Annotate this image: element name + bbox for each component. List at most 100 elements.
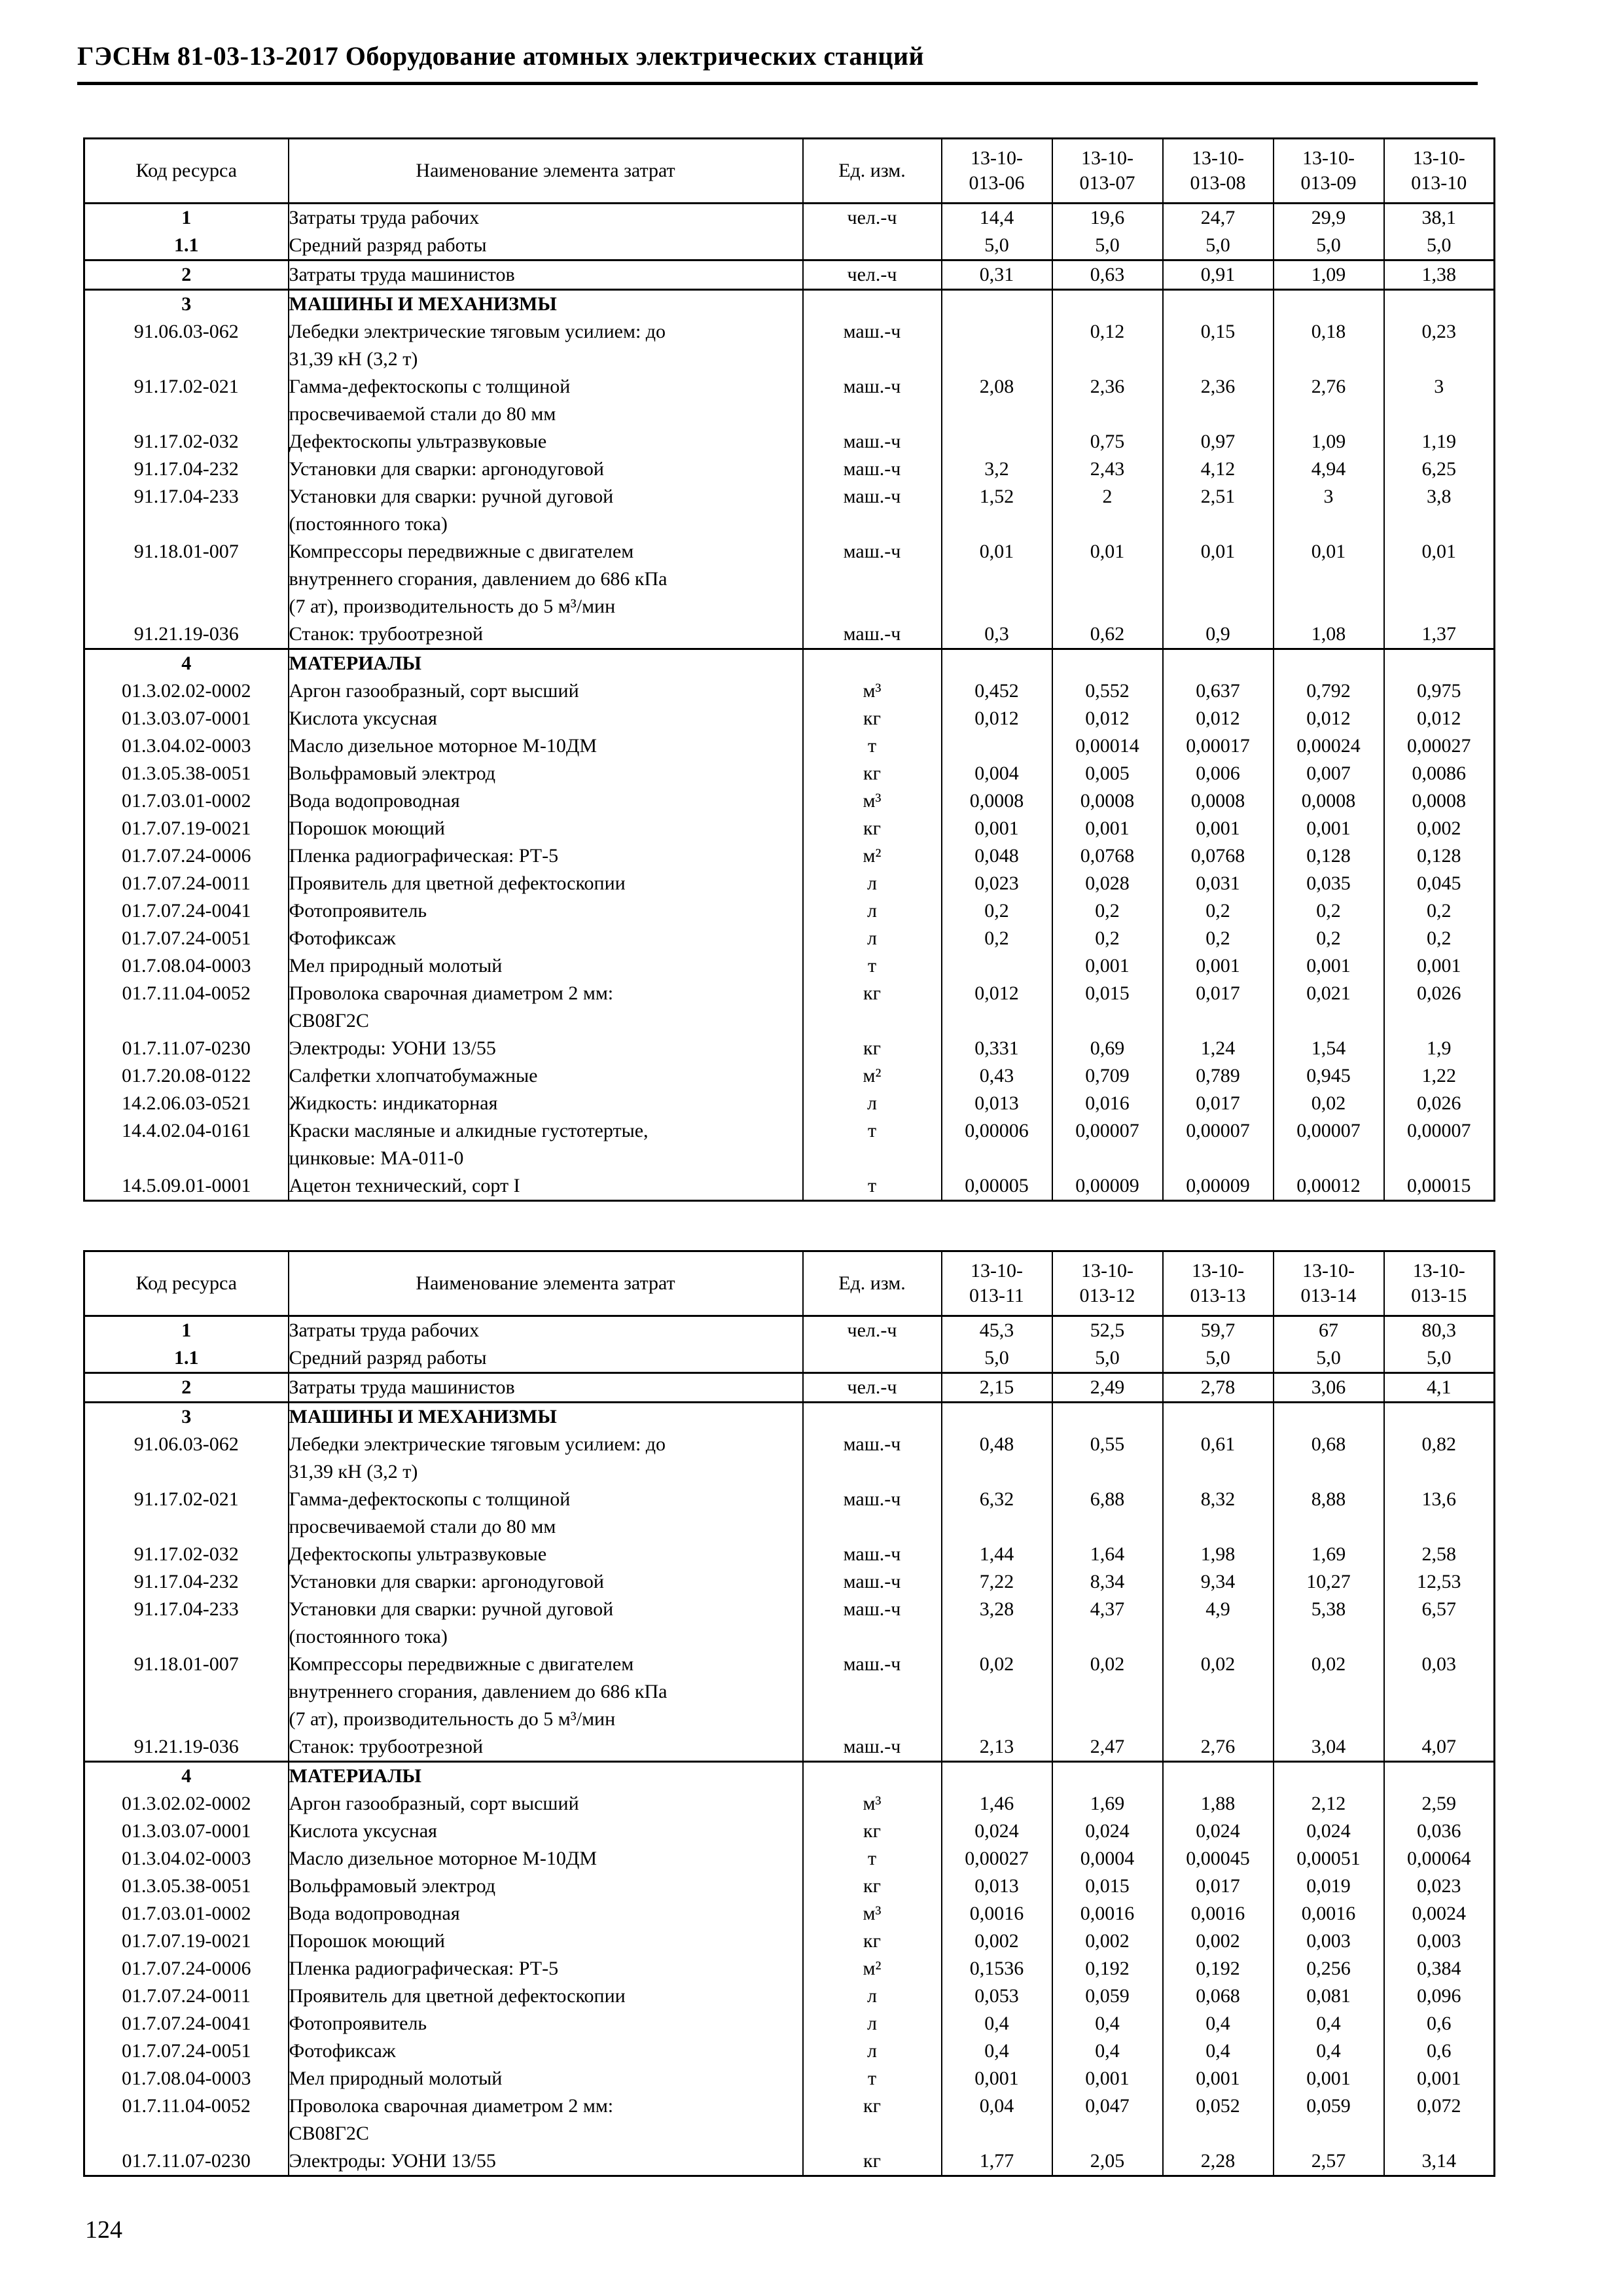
value-cell: 0,02 — [1162, 1651, 1274, 1733]
table-row: 01.7.03.01-0002 Вода водопроводная м³ 0,000… — [83, 787, 1495, 815]
value-cell: 1,9 — [1383, 1035, 1495, 1062]
table-row: 01.7.07.24-0011 Проявитель для цветной де… — [83, 870, 1495, 897]
cost-element-name-cell: Жидкость: индикаторная — [287, 1090, 803, 1117]
cost-element-name-cell: Вода водопроводная — [287, 1900, 803, 1928]
value-cell: 0,001 — [1162, 952, 1274, 980]
value-cell: 2,08 — [940, 373, 1052, 428]
cost-table-2: Код ресурса Наименование элемента затрат Е… — [83, 1250, 1495, 2177]
table-row: 01.7.11.04-0052 Проволока сварочная диаме… — [83, 980, 1495, 1035]
value-cell: 0,002 — [1383, 815, 1495, 842]
value-cell: 0,036 — [1383, 1818, 1495, 1845]
value-cell: 5,0 — [1383, 1344, 1495, 1373]
value-cell: 0,023 — [1383, 1873, 1495, 1900]
value-cell — [940, 1761, 1052, 1790]
table-row: 1 Затраты труда рабочих чел.-ч 14,4 19,6 24,7… — [83, 203, 1495, 232]
value-cell: 0,00007 — [1051, 1117, 1163, 1172]
value-cell: 0,024 — [1272, 1818, 1384, 1845]
cost-element-name-cell: Дефектоскопы ультразвуковые — [287, 1541, 803, 1568]
unit-cell: маш.-ч — [802, 1651, 942, 1733]
value-cell: 2,59 — [1383, 1790, 1495, 1818]
value-cell — [1162, 289, 1274, 318]
cost-element-name-cell: Вольфрамовый электрод — [287, 1873, 803, 1900]
unit-cell: маш.-ч — [802, 483, 942, 538]
value-cell: 0,97 — [1162, 428, 1274, 456]
value-cell: 0,02 — [1272, 1651, 1384, 1733]
table-row: 01.7.07.19-0021 Порошок моющий кг 0,002 0,00… — [83, 1928, 1495, 1955]
table-row: 1.1 Средний разряд работы 5,0 5,0 5,0 5,0 5,0 — [83, 1344, 1495, 1373]
value-cell: 5,0 — [940, 232, 1052, 260]
table-row: 3 МАШИНЫ И МЕХАНИЗМЫ — [83, 289, 1495, 318]
value-cell: 0,081 — [1272, 1982, 1384, 2010]
table-row: 91.17.02-021 Гамма-дефектоскопы с толщино… — [83, 1486, 1495, 1541]
value-cell: 1,24 — [1162, 1035, 1274, 1062]
value-cell — [940, 732, 1052, 760]
table-row: 01.7.07.24-0006 Пленка радиографическая: … — [83, 1955, 1495, 1982]
cost-element-name-cell: Проволока сварочная диаметром 2 мм: СВ08… — [287, 2092, 803, 2147]
unit-cell: кг — [802, 1818, 942, 1845]
value-cell: 0,016 — [1051, 1090, 1163, 1117]
value-cell: 0,452 — [940, 677, 1052, 705]
value-cell: 0,6 — [1383, 2010, 1495, 2037]
value-cell: 2,78 — [1162, 1372, 1274, 1403]
table-header: Код ресурса Наименование элемента затрат Е… — [83, 138, 1495, 204]
value-cell: 0,2 — [1051, 925, 1163, 952]
value-cell — [1051, 1401, 1163, 1431]
value-cell: 0,002 — [1051, 1928, 1163, 1955]
resource-code-cell: 01.3.04.02-0003 — [83, 1845, 289, 1873]
value-cell: 0,00006 — [940, 1117, 1052, 1172]
table-row: 91.18.01-007 Компрессоры передвижные с дв… — [83, 1651, 1495, 1733]
value-cell: 0,001 — [940, 2065, 1052, 2092]
value-cell: 6,25 — [1383, 456, 1495, 483]
resource-code-cell: 2 — [83, 1372, 289, 1403]
resource-code-cell: 14.4.02.04-0161 — [83, 1117, 289, 1172]
value-cell — [1383, 289, 1495, 318]
unit-cell: маш.-ч — [802, 1486, 942, 1541]
value-cell: 8,32 — [1162, 1486, 1274, 1541]
value-cell: 0,0016 — [1272, 1900, 1384, 1928]
column-header-norm-code: 13-10- 013-10 — [1383, 138, 1495, 204]
resource-code-cell: 01.7.07.19-0021 — [83, 1928, 289, 1955]
value-cell: 1,52 — [940, 483, 1052, 538]
cost-element-name-cell: Проявитель для цветной дефектоскопии — [287, 870, 803, 897]
value-cell — [1272, 1401, 1384, 1431]
resource-code-cell: 91.17.02-021 — [83, 373, 289, 428]
cost-element-name-cell: Мел природный молотый — [287, 952, 803, 980]
unit-cell: кг — [802, 815, 942, 842]
value-cell: 2,49 — [1051, 1372, 1163, 1403]
value-cell: 1,37 — [1383, 620, 1495, 649]
unit-cell: м³ — [802, 1790, 942, 1818]
value-cell — [940, 318, 1052, 373]
resource-code-cell: 01.3.04.02-0003 — [83, 732, 289, 760]
unit-cell: чел.-ч — [802, 259, 942, 290]
value-cell: 2,51 — [1162, 483, 1274, 538]
value-cell: 59,7 — [1162, 1316, 1274, 1344]
column-header-norm-code: 13-10- 013-06 — [940, 138, 1052, 204]
resource-code-cell: 01.7.07.24-0041 — [83, 2010, 289, 2037]
cost-element-name-cell: МАШИНЫ И МЕХАНИЗМЫ — [287, 1401, 803, 1431]
table-row: 01.7.07.24-0011 Проявитель для цветной де… — [83, 1982, 1495, 2010]
value-cell: 0,709 — [1051, 1062, 1163, 1090]
unit-cell: маш.-ч — [802, 1596, 942, 1651]
value-cell: 0,01 — [940, 538, 1052, 620]
cost-element-name-cell: Вода водопроводная — [287, 787, 803, 815]
cost-element-name-cell: Установки для сварки: ручной дуговой (по… — [287, 483, 803, 538]
resource-code-cell: 91.18.01-007 — [83, 538, 289, 620]
table-row: 01.7.07.24-0006 Пленка радиографическая: … — [83, 842, 1495, 870]
value-cell: 0,001 — [1051, 2065, 1163, 2092]
value-cell: 3,28 — [940, 1596, 1052, 1651]
value-cell: 0,789 — [1162, 1062, 1274, 1090]
cost-element-name-cell: Порошок моющий — [287, 815, 803, 842]
cost-element-name-cell: Затраты труда машинистов — [287, 1372, 803, 1403]
resource-code-cell: 01.3.03.07-0001 — [83, 1818, 289, 1845]
value-cell: 0,01 — [1272, 538, 1384, 620]
cost-element-name-cell: МАТЕРИАЛЫ — [287, 1761, 803, 1790]
unit-cell: чел.-ч — [802, 203, 942, 232]
value-cell: 0,4 — [940, 2037, 1052, 2065]
unit-cell: маш.-ч — [802, 1431, 942, 1486]
cost-element-name-cell: МАТЕРИАЛЫ — [287, 648, 803, 677]
table-row: 01.3.02.02-0002 Аргон газообразный, сорт … — [83, 677, 1495, 705]
value-cell: 0,68 — [1272, 1431, 1384, 1486]
cost-element-name-cell: Станок: трубоотрезной — [287, 620, 803, 649]
value-cell: 0,096 — [1383, 1982, 1495, 2010]
value-cell: 0,384 — [1383, 1955, 1495, 1982]
